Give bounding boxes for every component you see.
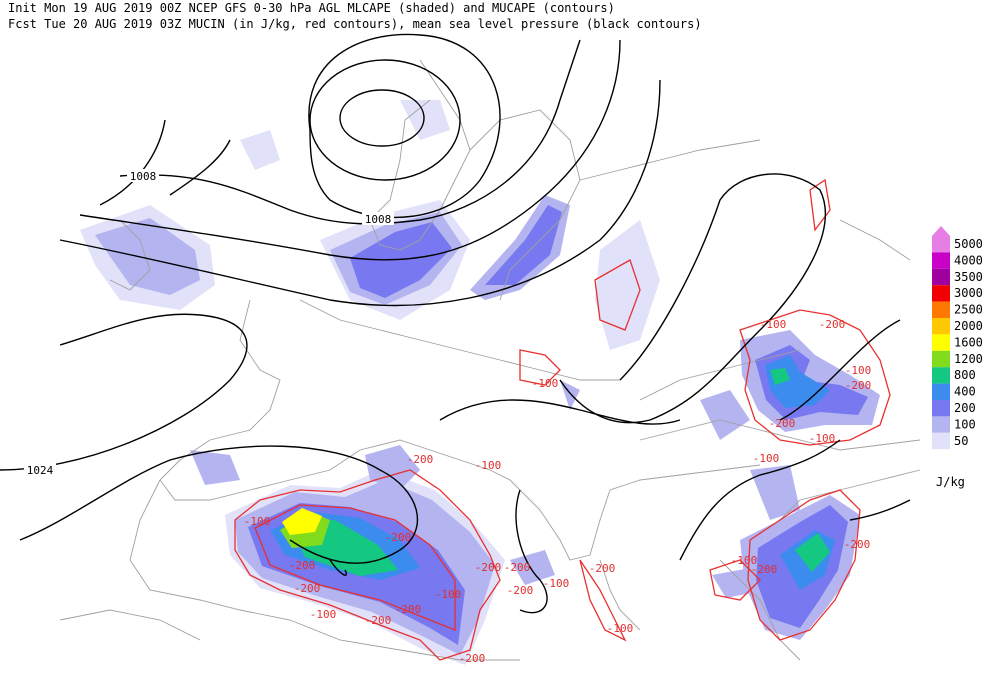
cin-label: -200 bbox=[459, 652, 486, 665]
cin-label: -200 bbox=[751, 563, 778, 576]
legend-label: 1200 bbox=[954, 352, 983, 366]
legend-label: 3500 bbox=[954, 270, 983, 284]
cape-shading bbox=[80, 100, 880, 665]
legend-swatch bbox=[932, 416, 950, 433]
cin-label: -200 bbox=[769, 417, 796, 430]
legend-swatch bbox=[932, 301, 950, 318]
cape-area bbox=[240, 130, 280, 170]
cin-label: -200 bbox=[504, 561, 531, 574]
isobar-label-bg bbox=[362, 212, 394, 225]
cin-label: -200 bbox=[589, 562, 616, 575]
legend-label: 2500 bbox=[954, 303, 983, 317]
contour-labels: 100810081024-100-100-200-100-200-200-200… bbox=[24, 169, 871, 665]
legend-swatch bbox=[932, 367, 950, 384]
cape-area bbox=[750, 465, 800, 520]
cin-label: -200 bbox=[385, 531, 412, 544]
cin-label: -100 bbox=[435, 588, 462, 601]
cin-contours bbox=[234, 178, 891, 661]
legend-label: 1600 bbox=[954, 335, 983, 349]
cape-area bbox=[282, 508, 322, 535]
legend-label: 50 bbox=[954, 434, 968, 448]
cin-label: -100 bbox=[475, 459, 502, 472]
legend-swatch bbox=[932, 236, 950, 253]
cape-area bbox=[400, 100, 450, 140]
legend-swatch bbox=[932, 334, 950, 351]
cape-area bbox=[700, 390, 750, 440]
cape-area bbox=[712, 568, 756, 598]
legend-swatch bbox=[932, 268, 950, 286]
legend-arrow bbox=[932, 226, 950, 236]
cape-area bbox=[190, 450, 240, 485]
legend-label: 3000 bbox=[954, 286, 983, 300]
coastlines bbox=[59, 59, 921, 661]
isobar-label: 1008 bbox=[365, 213, 392, 226]
cin-label: -200 bbox=[819, 318, 846, 331]
cin-label: -100 bbox=[845, 364, 872, 377]
legend-label: 4000 bbox=[954, 253, 983, 267]
cin-label: -200 bbox=[407, 453, 434, 466]
cape-area bbox=[595, 220, 660, 350]
cape-area bbox=[485, 205, 562, 285]
legend-unit: J/kg bbox=[936, 475, 965, 489]
legend-swatch bbox=[932, 285, 950, 302]
cin-label: -100 bbox=[543, 577, 570, 590]
legend-label: 800 bbox=[954, 368, 976, 382]
cin-label: -100 bbox=[809, 432, 836, 445]
legend-label: 200 bbox=[954, 401, 976, 415]
cin-label: -200 bbox=[507, 584, 534, 597]
cape-area bbox=[510, 550, 555, 585]
legend: 5000 4000 3500 3000 2500 2000 1600 1200 800 400 20… bbox=[932, 226, 983, 489]
cin-label: -100 bbox=[731, 554, 758, 567]
cape-area bbox=[795, 533, 830, 572]
cin-label: -200 bbox=[365, 614, 392, 627]
cape-area bbox=[95, 218, 200, 295]
legend-label: 400 bbox=[954, 385, 976, 399]
cin-label: -100 bbox=[310, 608, 337, 621]
legend-swatch bbox=[932, 318, 950, 335]
cin-label: -200 bbox=[395, 603, 422, 616]
legend-label: 5000 bbox=[954, 237, 983, 251]
cin-label: -100 bbox=[532, 377, 559, 390]
cape-area bbox=[350, 222, 452, 298]
cin-label: -100 bbox=[607, 622, 634, 635]
legend-swatch bbox=[932, 400, 950, 417]
cin-label: -100 bbox=[760, 318, 787, 331]
cin-label: -200 bbox=[475, 561, 502, 574]
header-line-1: Init Mon 19 AUG 2019 00Z NCEP GFS 0-30 h… bbox=[8, 1, 615, 15]
legend-label: 100 bbox=[954, 417, 976, 431]
legend-swatch bbox=[932, 350, 950, 368]
isobar-label-bg bbox=[127, 169, 159, 182]
cin-label: -200 bbox=[289, 559, 316, 572]
cin-label: -200 bbox=[845, 379, 872, 392]
isobar-label: 1024 bbox=[27, 464, 54, 477]
cin-label: -200 bbox=[844, 538, 871, 551]
cin-label: -100 bbox=[753, 452, 780, 465]
cin-label: -100 bbox=[244, 515, 271, 528]
cape-area bbox=[770, 368, 790, 385]
legend-swatch bbox=[932, 383, 950, 400]
header-line-2: Fcst Tue 20 AUG 2019 03Z MUCIN (in J/kg,… bbox=[8, 17, 702, 31]
legend-label: 2000 bbox=[954, 319, 983, 333]
isobar-label-bg bbox=[24, 463, 56, 476]
legend-swatch bbox=[932, 432, 950, 450]
cin-label: -200 bbox=[294, 582, 321, 595]
isobar-label: 1008 bbox=[130, 170, 157, 183]
legend-swatch bbox=[932, 252, 950, 269]
